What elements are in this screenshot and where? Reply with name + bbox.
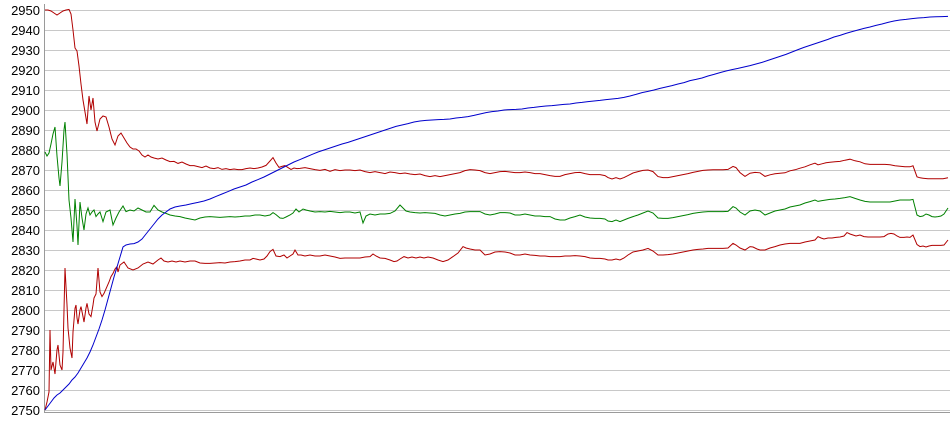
green-mid-line-series — [44, 121, 949, 246]
y-axis-tick-label: 2880 — [11, 143, 40, 158]
y-axis-tick-label: 2790 — [11, 323, 40, 338]
y-axis-tick-label: 2810 — [11, 283, 40, 298]
y-axis-tick-label: 2950 — [11, 3, 40, 18]
y-axis-tick-label: 2840 — [11, 223, 40, 238]
y-axis-tick-label: 2870 — [11, 163, 40, 178]
upper-red-band-series — [45, 8, 949, 180]
blue-rising-line-series — [44, 15, 949, 411]
y-axis-tick-label: 2770 — [11, 363, 40, 378]
y-axis-tick-label: 2940 — [11, 23, 40, 38]
y-axis-tick-label: 2900 — [11, 103, 40, 118]
y-axis-tick-label: 2820 — [11, 263, 40, 278]
y-axis-tick-label: 2920 — [11, 63, 40, 78]
y-axis-tick-label: 2860 — [11, 183, 40, 198]
y-axis-tick-label: 2850 — [11, 203, 40, 218]
y-axis-tick-label: 2750 — [11, 403, 40, 418]
y-axis-tick-label: 2910 — [11, 83, 40, 98]
y-axis-tick-label: 2780 — [11, 343, 40, 358]
lower-red-band-series — [44, 231, 949, 411]
y-axis-tick-label: 2830 — [11, 243, 40, 258]
y-axis-tick-label: 2890 — [11, 123, 40, 138]
y-axis-tick-label: 2930 — [11, 43, 40, 58]
y-axis-tick-label: 2760 — [11, 383, 40, 398]
y-axis-tick-label: 2800 — [11, 303, 40, 318]
